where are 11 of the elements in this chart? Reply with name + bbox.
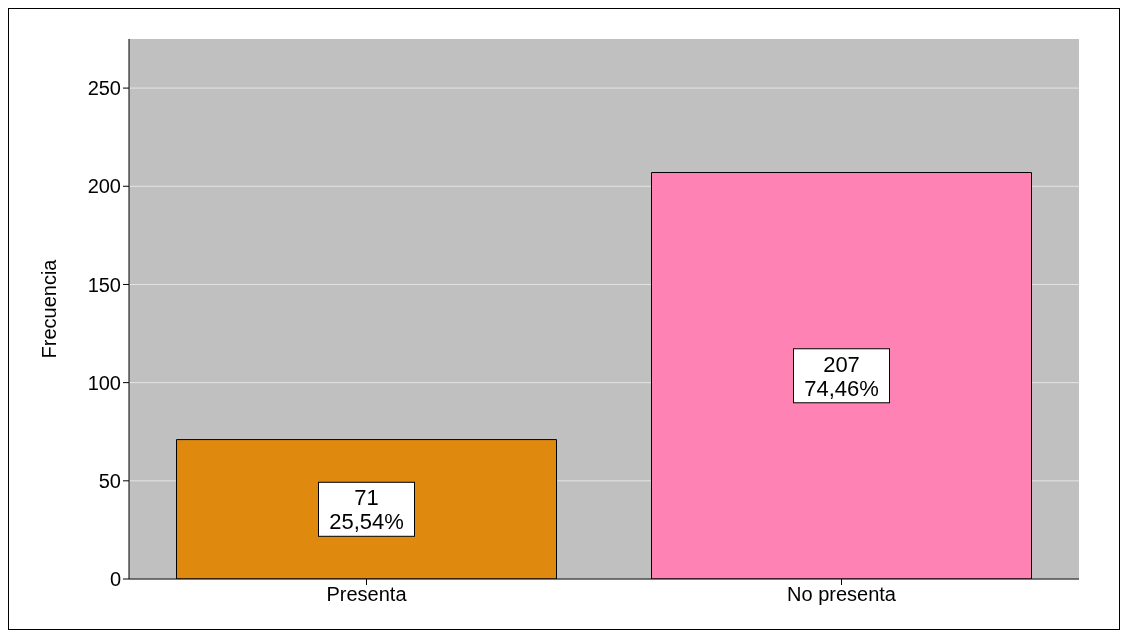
y-tick-label: 100 [87, 371, 121, 394]
y-tick-label: 200 [87, 175, 121, 198]
data-label: 71 25,54% [329, 485, 404, 535]
y-tick-label: 150 [87, 273, 121, 296]
data-label: 207 74,46% [804, 351, 879, 401]
y-axis-title: Frecuencia [38, 258, 61, 359]
y-tick-label: 250 [87, 77, 121, 100]
x-tick-label: No presenta [787, 583, 897, 606]
x-tick-label: Presenta [326, 583, 408, 606]
y-tick-label: 0 [109, 568, 121, 591]
y-tick-label: 50 [98, 469, 121, 492]
